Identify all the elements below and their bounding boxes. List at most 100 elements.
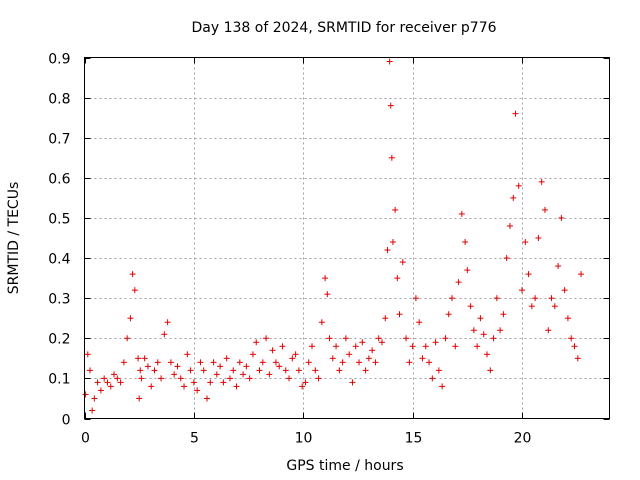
data-point	[336, 367, 343, 374]
data-point	[568, 335, 575, 342]
data-point	[302, 379, 309, 386]
data-point	[194, 387, 201, 394]
grid-lines	[84, 57, 610, 419]
data-point	[151, 367, 158, 374]
data-point	[312, 367, 319, 374]
data-point	[455, 279, 462, 286]
y-tick-label: 0.6	[48, 172, 70, 188]
data-point	[174, 363, 181, 370]
data-point	[342, 335, 349, 342]
data-point	[322, 275, 329, 282]
data-point	[114, 375, 121, 382]
data-point	[204, 395, 210, 402]
data-point	[181, 383, 188, 390]
data-point	[467, 303, 474, 310]
data-point	[220, 379, 227, 386]
axis-ticks	[84, 57, 610, 420]
data-point	[349, 379, 356, 386]
data-point	[387, 102, 394, 109]
data-point	[86, 367, 93, 374]
data-point	[127, 315, 134, 322]
data-point	[243, 363, 250, 370]
data-point	[117, 379, 124, 386]
data-point	[104, 379, 111, 386]
data-point	[382, 315, 389, 322]
data-point	[154, 359, 161, 366]
data-point	[253, 339, 260, 346]
data-point	[406, 359, 413, 366]
data-point	[528, 303, 535, 310]
data-point	[452, 343, 459, 350]
x-axis-label: GPS time / hours	[286, 458, 403, 474]
data-point	[167, 359, 174, 366]
data-point	[535, 235, 542, 241]
data-point	[292, 351, 299, 358]
data-point	[217, 363, 224, 370]
data-point	[97, 387, 104, 394]
y-tick-label: 0.5	[48, 212, 70, 228]
data-point	[561, 287, 568, 294]
y-tick-label: 0.4	[48, 252, 70, 268]
data-point	[510, 194, 517, 201]
data-point	[286, 375, 293, 382]
data-point	[266, 371, 273, 378]
x-tick-label: 0	[81, 431, 90, 447]
data-point	[230, 367, 237, 374]
data-point	[276, 363, 283, 370]
data-point	[462, 239, 469, 246]
data-point	[197, 359, 204, 366]
data-point	[164, 319, 171, 326]
data-point	[548, 295, 555, 302]
data-point	[403, 335, 410, 342]
data-point	[190, 379, 197, 386]
data-point	[416, 319, 423, 326]
data-point	[426, 359, 433, 366]
data-point	[394, 275, 401, 282]
data-point	[148, 383, 155, 390]
data-point	[207, 379, 214, 386]
data-point	[111, 371, 118, 378]
data-point	[384, 247, 391, 254]
data-point	[386, 58, 393, 65]
data-point	[236, 359, 243, 366]
data-point	[435, 367, 442, 374]
data-point	[226, 375, 233, 382]
y-tick-label: 0.3	[48, 292, 70, 308]
data-point	[161, 331, 168, 338]
data-point	[305, 359, 312, 366]
data-point	[525, 271, 532, 278]
data-point	[346, 351, 353, 358]
data-point	[324, 291, 331, 298]
data-point	[333, 343, 340, 350]
data-point	[487, 367, 494, 374]
data-point	[515, 182, 522, 189]
data-point	[574, 355, 581, 362]
data-point	[506, 222, 513, 229]
data-point	[246, 375, 253, 382]
data-point	[449, 295, 455, 302]
data-point	[500, 311, 507, 318]
data-point	[352, 343, 359, 350]
data-point	[318, 319, 325, 326]
data-point	[82, 391, 89, 398]
data-point	[131, 287, 138, 294]
data-point	[187, 367, 194, 374]
data-point	[339, 359, 346, 366]
chart-title: Day 138 of 2024, SRMTID for receiver p77…	[191, 20, 496, 36]
data-point	[137, 367, 144, 374]
data-point	[223, 355, 230, 362]
data-point	[282, 367, 289, 374]
data-point	[522, 239, 529, 246]
x-tick-label: 20	[514, 431, 532, 447]
data-point	[256, 367, 263, 374]
data-point	[101, 375, 108, 382]
data-point	[409, 343, 416, 350]
data-point	[399, 259, 406, 266]
data-point	[429, 375, 436, 382]
data-point	[477, 315, 484, 322]
data-point	[432, 339, 439, 346]
data-point	[263, 335, 270, 342]
data-point	[129, 271, 136, 278]
data-point	[532, 295, 539, 302]
